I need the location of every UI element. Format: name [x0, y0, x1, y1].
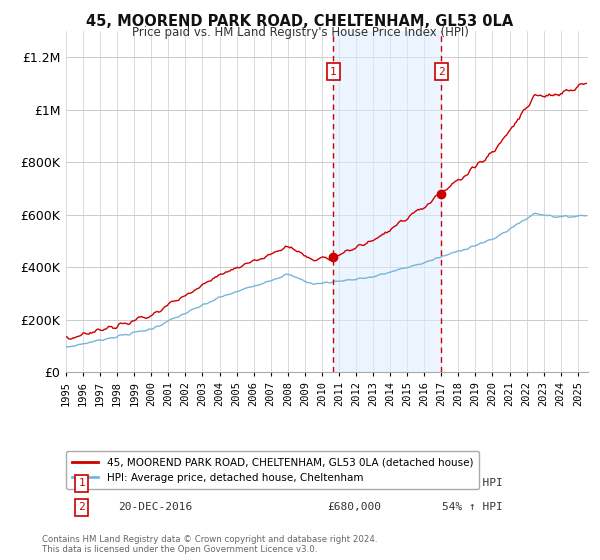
Text: 2: 2 — [78, 502, 85, 512]
Text: 1: 1 — [330, 67, 337, 77]
Text: 20-DEC-2016: 20-DEC-2016 — [118, 502, 193, 512]
Text: 1: 1 — [78, 478, 85, 488]
Text: £680,000: £680,000 — [327, 502, 381, 512]
Text: Price paid vs. HM Land Registry's House Price Index (HPI): Price paid vs. HM Land Registry's House … — [131, 26, 469, 39]
Legend: 45, MOOREND PARK ROAD, CHELTENHAM, GL53 0LA (detached house), HPI: Average price: 45, MOOREND PARK ROAD, CHELTENHAM, GL53 … — [66, 451, 479, 489]
Text: Contains HM Land Registry data © Crown copyright and database right 2024.
This d: Contains HM Land Registry data © Crown c… — [42, 535, 377, 554]
Text: 24-AUG-2010: 24-AUG-2010 — [118, 478, 193, 488]
Text: 45, MOOREND PARK ROAD, CHELTENHAM, GL53 0LA: 45, MOOREND PARK ROAD, CHELTENHAM, GL53 … — [86, 14, 514, 29]
Text: 2: 2 — [438, 67, 445, 77]
Text: 54% ↑ HPI: 54% ↑ HPI — [442, 502, 503, 512]
Bar — [333, 31, 441, 372]
Text: 23% ↑ HPI: 23% ↑ HPI — [442, 478, 503, 488]
Text: £438,000: £438,000 — [327, 478, 381, 488]
